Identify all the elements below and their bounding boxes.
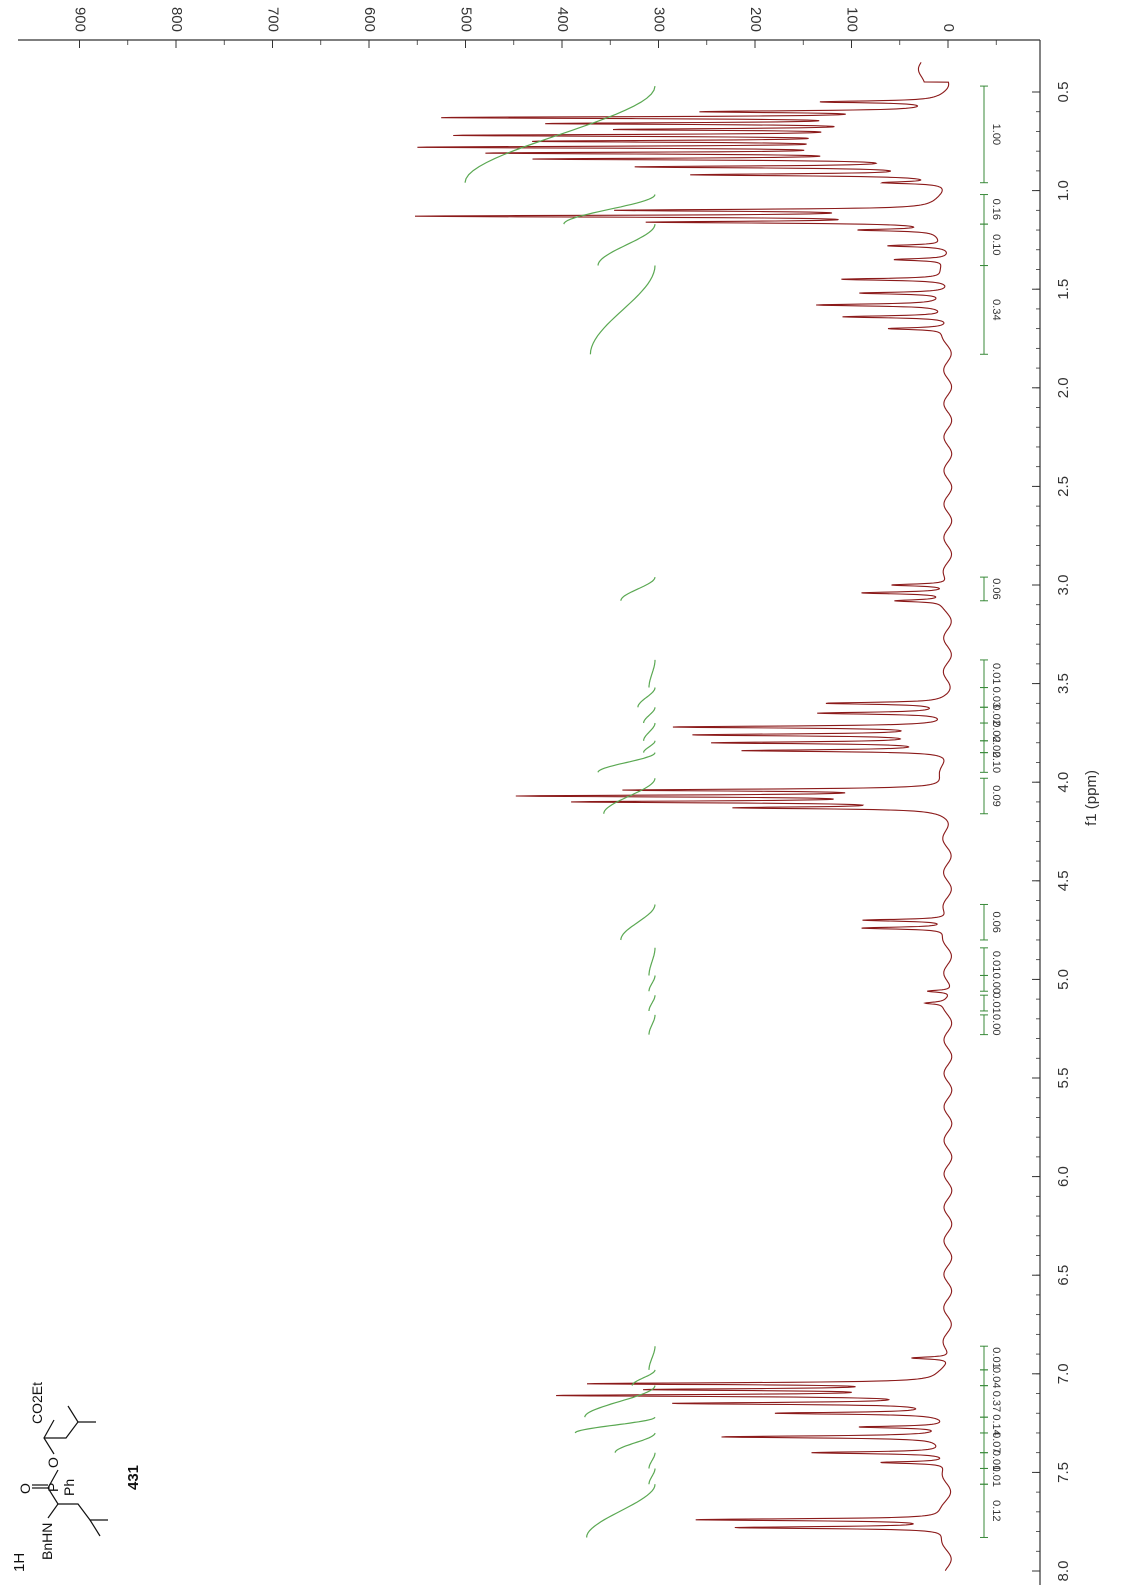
x-tick-label: 6.5	[1055, 1265, 1072, 1286]
integral-label: 0.04	[990, 1367, 1002, 1388]
integral-label: 0.03	[990, 687, 1002, 708]
compound-number: 431	[125, 1465, 142, 1490]
integral-curve	[584, 1385, 656, 1418]
x-tick-label: 5.0	[1055, 969, 1072, 990]
y-tick-label: 700	[265, 7, 282, 32]
phosphorus-label: P	[45, 1483, 61, 1492]
plot-area: 0 100 200 300 400 500 600 700 800 900 0.5 1.0 1.5 2.0…	[18, 7, 1100, 1585]
x-tick-label: 1.0	[1055, 180, 1072, 201]
y-tick-label: 200	[747, 7, 764, 32]
structure-bonds	[47, 1469, 59, 1519]
integral-label: 0.00	[990, 973, 1002, 994]
integral-label: 0.02	[990, 721, 1002, 742]
isobutyl-left-branch	[89, 1519, 101, 1537]
isobutyl-left	[58, 1503, 108, 1521]
integral-label: 0.06	[990, 912, 1002, 933]
y-tick-label: 100	[844, 7, 861, 32]
p-oxo-label: O	[17, 1483, 33, 1494]
y-tick-label: 900	[72, 7, 89, 32]
x-tick-label: 3.5	[1055, 673, 1072, 694]
integral-curve	[637, 687, 656, 708]
y-tick-label: 300	[651, 7, 668, 32]
ester-oxygen-label: O	[45, 1457, 61, 1468]
integral-label: 0.34	[990, 299, 1002, 320]
integral-label: 0.37	[990, 1391, 1002, 1412]
bnhn-label: BnHN	[39, 1523, 55, 1560]
x-tick-label: 2.0	[1055, 377, 1072, 398]
integral-curve	[574, 1416, 656, 1434]
integral-curve	[620, 904, 656, 941]
integral-label: 0.01	[990, 951, 1002, 972]
integral-label: 0.01	[990, 992, 1002, 1013]
phenyl-label: Ph	[61, 1479, 77, 1496]
x-tick-label: 6.0	[1055, 1166, 1072, 1187]
chemical-structure: 1H BnHN O P O Ph CO2Et 431	[11, 1382, 142, 1572]
x-tick-label: 7.5	[1055, 1462, 1072, 1483]
x-tick-label: 5.5	[1055, 1068, 1072, 1089]
x-tick-label: 8.0	[1055, 1561, 1072, 1582]
integral-label: 0.10	[990, 752, 1002, 773]
x-tick-label: 7.0	[1055, 1363, 1072, 1384]
integral-curve	[464, 85, 656, 183]
integral-label: 0.01	[990, 1466, 1002, 1487]
integral-curve	[648, 947, 656, 976]
integral-label: 0.07	[990, 1432, 1002, 1453]
integral-label: 0.01	[990, 1450, 1002, 1471]
co2et-label: CO2Et	[29, 1382, 45, 1424]
integral-curve	[648, 995, 656, 1011]
integral-label: 0.09	[990, 785, 1002, 806]
integral-label: 1.00	[990, 124, 1002, 145]
y-tick-label: 800	[168, 7, 185, 32]
integral-label: 0.02	[990, 704, 1002, 725]
integral-curve	[614, 1432, 656, 1453]
integral-label: 0.14	[990, 1414, 1002, 1435]
integral-curve	[648, 1452, 656, 1469]
x-tick-label: 2.5	[1055, 476, 1072, 497]
integral-label: 0.00	[990, 1014, 1002, 1035]
integral-curve	[631, 1369, 656, 1386]
nucleus-label: 1H	[11, 1553, 28, 1572]
integral-curve	[643, 722, 656, 741]
integral-curve	[648, 1346, 656, 1370]
y-tick-label: 500	[458, 7, 475, 32]
y-tick-label: 600	[361, 7, 378, 32]
integral-curve	[648, 1014, 656, 1035]
x-tick-label: 3.0	[1055, 575, 1072, 596]
integral-curve	[648, 975, 656, 992]
structure-bonds-2	[43, 1419, 55, 1455]
integral-curve	[597, 752, 656, 773]
integral-label: 0.06	[990, 578, 1002, 599]
y-tick-label: 0	[940, 24, 957, 32]
x-axis-title: f1 (ppm)	[1083, 770, 1100, 826]
x-tick-label: 4.0	[1055, 772, 1072, 793]
integral-label: 0.16	[990, 199, 1002, 220]
integral-curve	[643, 740, 656, 753]
integral-curve	[589, 265, 656, 355]
spectrum-trace	[414, 62, 953, 1572]
integral-curve	[648, 1468, 656, 1485]
integral-curve	[643, 707, 656, 724]
integral-curve	[586, 1484, 656, 1538]
integral-label: 0.10	[990, 234, 1002, 255]
integral-curve	[648, 659, 656, 688]
integral-label: 0.12	[990, 1500, 1002, 1521]
integral-label: 0.01	[990, 1347, 1002, 1368]
integral-label: 0.01	[990, 663, 1002, 684]
x-tick-label: 1.5	[1055, 279, 1072, 300]
integral-curve	[563, 194, 656, 225]
x-tick-label: 4.5	[1055, 870, 1072, 891]
integral-curve	[597, 223, 656, 266]
isobutyl-right	[44, 1405, 79, 1439]
integral-label: 0.02	[990, 736, 1002, 757]
y-tick-label: 400	[554, 7, 571, 32]
integral-curve	[620, 576, 656, 601]
integral-curve	[603, 778, 656, 814]
x-tick-label: 0.5	[1055, 82, 1072, 103]
